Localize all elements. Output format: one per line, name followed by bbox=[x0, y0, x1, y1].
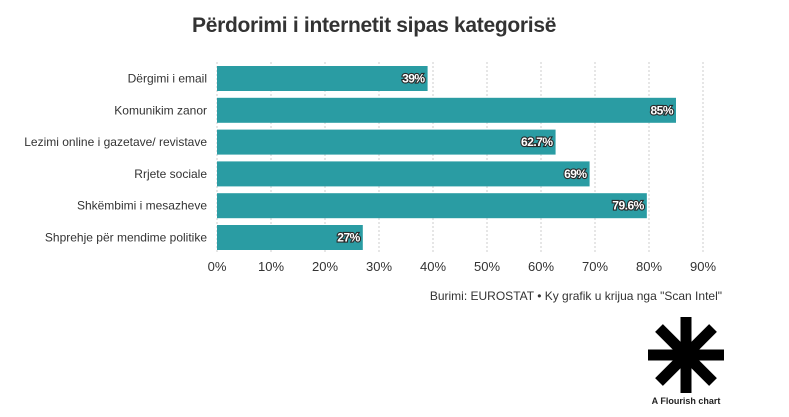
x-tick-label: 0% bbox=[208, 259, 227, 274]
source-note: Burimi: EUROSTAT • Ky grafik u krijua ng… bbox=[429, 289, 722, 303]
x-tick-label: 20% bbox=[312, 259, 338, 274]
grid-lines bbox=[216, 62, 704, 254]
data-label: 62.7% bbox=[521, 135, 553, 149]
category-label: Shkëmbimi i mesazheve bbox=[77, 199, 207, 213]
x-tick-label: 10% bbox=[258, 259, 284, 274]
x-tick-label: 30% bbox=[366, 259, 392, 274]
x-tick-label: 90% bbox=[690, 259, 716, 274]
data-label: 27% bbox=[337, 231, 360, 245]
bars bbox=[217, 66, 676, 250]
data-label: 79.6% bbox=[612, 199, 644, 213]
flourish-logo-label[interactable]: A Flourish chart bbox=[651, 396, 721, 406]
data-label: 69% bbox=[564, 167, 587, 181]
category-label: Dërgimi i email bbox=[128, 72, 207, 86]
data-label: 85% bbox=[650, 103, 673, 117]
x-tick-label: 50% bbox=[474, 259, 500, 274]
x-axis-tick-labels: 0% 10% 20% 30% 40% 50% 60% 70% 80% 90% bbox=[208, 259, 717, 274]
flourish-asterisk-icon[interactable] bbox=[646, 315, 726, 395]
bar-chart: Dërgimi i email Komunikim zanor Lezimi onl… bbox=[24, 62, 717, 274]
bar[interactable] bbox=[217, 225, 363, 250]
bar[interactable] bbox=[217, 193, 647, 219]
category-label: Rrjete sociale bbox=[134, 167, 207, 181]
chart-title: Përdorimi i internetit sipas kategorisë bbox=[192, 14, 557, 37]
value-labels: 39% 85% 62.7% 69% 79.6% 27% bbox=[336, 70, 675, 245]
category-label: Shprehje për mendime politike bbox=[45, 231, 207, 245]
bar[interactable] bbox=[217, 66, 428, 91]
x-tick-label: 80% bbox=[636, 259, 662, 274]
category-labels: Dërgimi i email Komunikim zanor Lezimi onl… bbox=[24, 72, 207, 245]
x-tick-label: 70% bbox=[582, 259, 608, 274]
category-label: Komunikim zanor bbox=[114, 103, 207, 117]
data-label: 39% bbox=[402, 72, 425, 86]
x-tick-label: 40% bbox=[420, 259, 446, 274]
bar[interactable] bbox=[217, 161, 590, 187]
bar[interactable] bbox=[217, 129, 556, 155]
x-tick-label: 60% bbox=[528, 259, 554, 274]
bar[interactable] bbox=[217, 97, 676, 123]
category-label: Lezimi online i gazetave/ revistave bbox=[24, 135, 207, 149]
